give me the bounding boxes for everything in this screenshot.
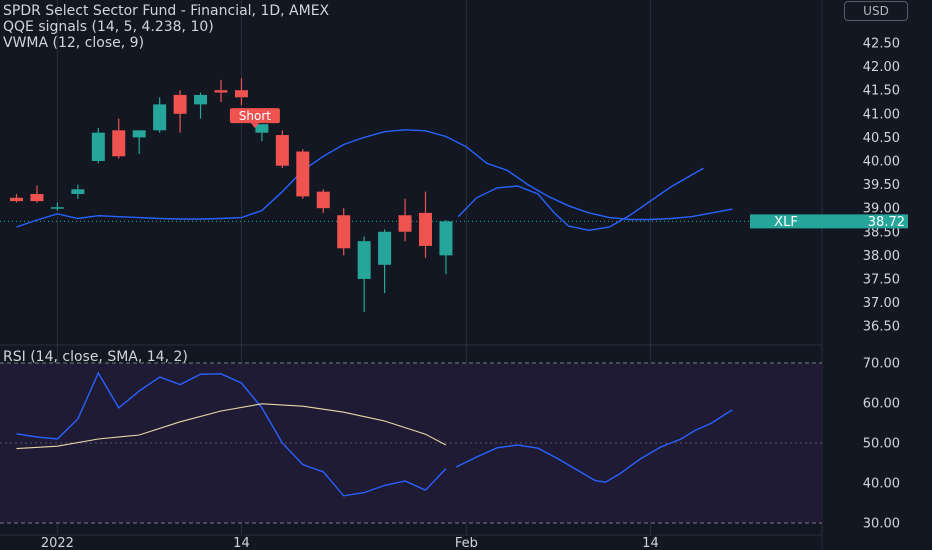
currency-selector[interactable]: USD [844,1,908,21]
candle-body-3 [71,189,85,195]
price-tick-label: 37.00 [863,296,900,311]
candle-body-18 [378,231,392,265]
time-tick-label: 14 [642,536,659,550]
candle-body-19 [398,215,412,232]
vwma-projection-line [457,167,704,232]
qqe-legend: QQE signals (14, 5, 4.238, 10) [3,19,214,35]
candle-body-7 [153,104,167,131]
rsi-tick-label: 60.00 [863,397,900,412]
vwma-line [16,129,733,228]
candle-body-14 [296,151,310,197]
rsi-tick-label: 50.00 [863,437,900,452]
candle-body-20 [419,212,432,246]
markers: XLF 38.72 Short [229,108,908,230]
last-price-label: 38.72 [868,215,905,230]
rsi-legend: RSI (14, close, SMA, 14, 2) [3,349,188,365]
price-tick-label: 39.00 [863,202,900,217]
candle-body-4 [91,132,105,161]
price-tick-label: 41.00 [863,107,900,122]
price-tick-label: 38.00 [863,249,900,264]
last-price-tag [822,214,908,229]
candle-body-13 [275,135,289,166]
vwma-legend: VWMA (12, close, 9) [3,35,145,51]
rsi-axis[interactable]: 70.00 60.00 50.00 40.00 30.00 [863,357,900,532]
candle-body-21 [439,221,453,256]
rsi-tick-label: 70.00 [863,357,900,372]
time-tick-label: 2022 [41,536,74,550]
rsi-layer [16,371,733,497]
candle-body-16 [337,215,351,249]
short-signal-label: Short [239,109,271,123]
time-tick-label: 14 [233,536,250,550]
candle-body-17 [357,241,371,279]
price-tick-label: 40.50 [863,131,900,146]
price-tick-label: 41.50 [863,84,900,99]
time-axis[interactable]: 2022 14 Feb 14 [41,536,659,550]
candle-body-6 [132,130,146,138]
short-signal-pointer [250,123,259,129]
price-tick-label: 38.50 [863,225,900,240]
symbol-tag [750,214,822,229]
time-tick-label: Feb [455,536,478,550]
price-tick-label: 36.50 [863,320,900,335]
rsi-guide-lines [0,220,822,524]
price-tick-label: 39.50 [863,178,900,193]
rsi-tick-label: 40.00 [863,477,900,492]
vwma-layer [16,129,733,232]
symbol-tag-label: XLF [774,215,798,230]
candle-body-0 [10,197,23,202]
candle-body-15 [316,191,330,209]
candle-body-11 [234,90,248,98]
price-tick-label: 40.00 [863,154,900,169]
price-axis[interactable]: 42.50 42.00 41.50 41.00 40.50 40.00 39.50 39.00… [863,37,900,335]
rsi-projection-line [455,409,733,483]
rsi-line [16,371,447,497]
candle-body-5 [112,130,126,157]
candle-body-10 [214,90,228,93]
rsi-tick-label: 30.00 [863,517,900,532]
candle-body-2 [50,207,64,209]
candle-layer [10,78,453,312]
candle-body-8 [173,94,187,114]
chart-title: SPDR Select Sector Fund - Financial, 1D,… [3,3,330,19]
candle-body-1 [30,194,44,202]
rsi-ma-line [16,403,447,450]
short-signal-badge [229,108,280,124]
price-tick-label: 42.00 [863,60,900,75]
candle-body-12 [255,124,269,133]
price-tick-label: 42.50 [863,37,900,52]
price-tick-label: 37.50 [863,272,900,287]
candle-body-9 [194,94,208,105]
